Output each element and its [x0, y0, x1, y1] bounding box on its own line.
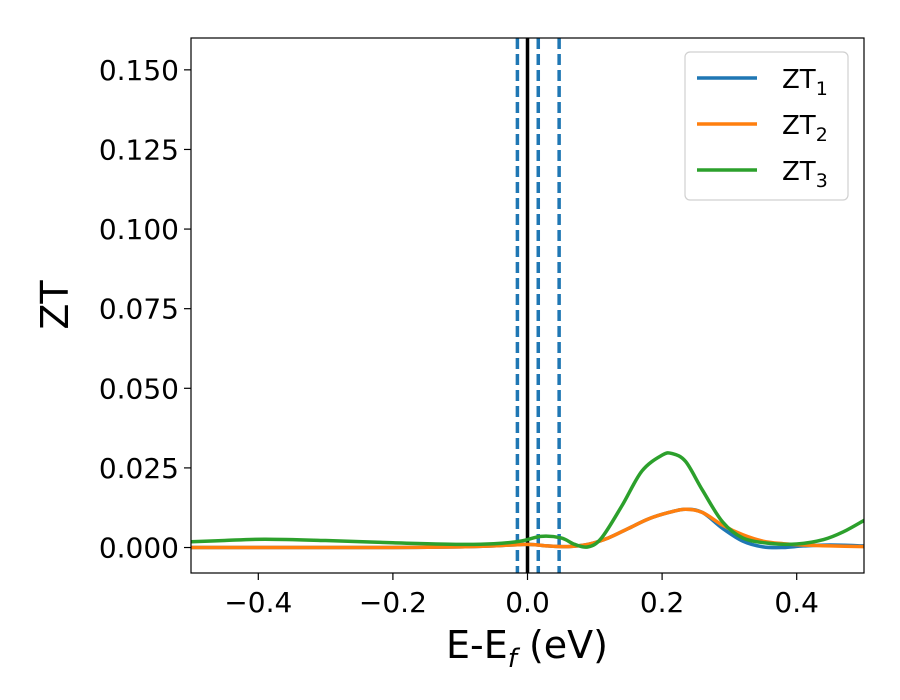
y-axis: 0.000 0.025 0.050 0.075 0.100 0.125 0.150	[99, 54, 191, 565]
x-tick-label: 0.0	[505, 586, 550, 619]
y-tick-label: 0.075	[99, 293, 179, 326]
legend-label-zt1: ZT1	[782, 65, 828, 100]
x-tick-label: 0.2	[640, 586, 685, 619]
x-tick-label: −0.2	[359, 586, 427, 619]
legend-label-zt2: ZT2	[782, 111, 828, 146]
x-tick-label: 0.4	[774, 586, 819, 619]
x-axis: −0.4 −0.2 0.0 0.2 0.4	[224, 573, 819, 619]
y-tick-label: 0.150	[99, 54, 179, 87]
series-line-zt3	[191, 451, 864, 549]
y-tick-label: 0.000	[99, 532, 179, 565]
y-tick-label: 0.025	[99, 452, 179, 485]
y-tick-label: 0.125	[99, 133, 179, 166]
y-axis-label: ZT	[33, 280, 77, 330]
y-tick-label: 0.100	[99, 213, 179, 246]
legend-label-zt3: ZT3	[782, 157, 828, 192]
x-tick-label: −0.4	[224, 586, 292, 619]
legend-box	[684, 51, 849, 201]
legend: ZT1 ZT2 ZT3	[684, 51, 849, 201]
x-axis-label: E-Ef (eV)	[446, 623, 608, 674]
y-tick-label: 0.050	[99, 372, 179, 405]
